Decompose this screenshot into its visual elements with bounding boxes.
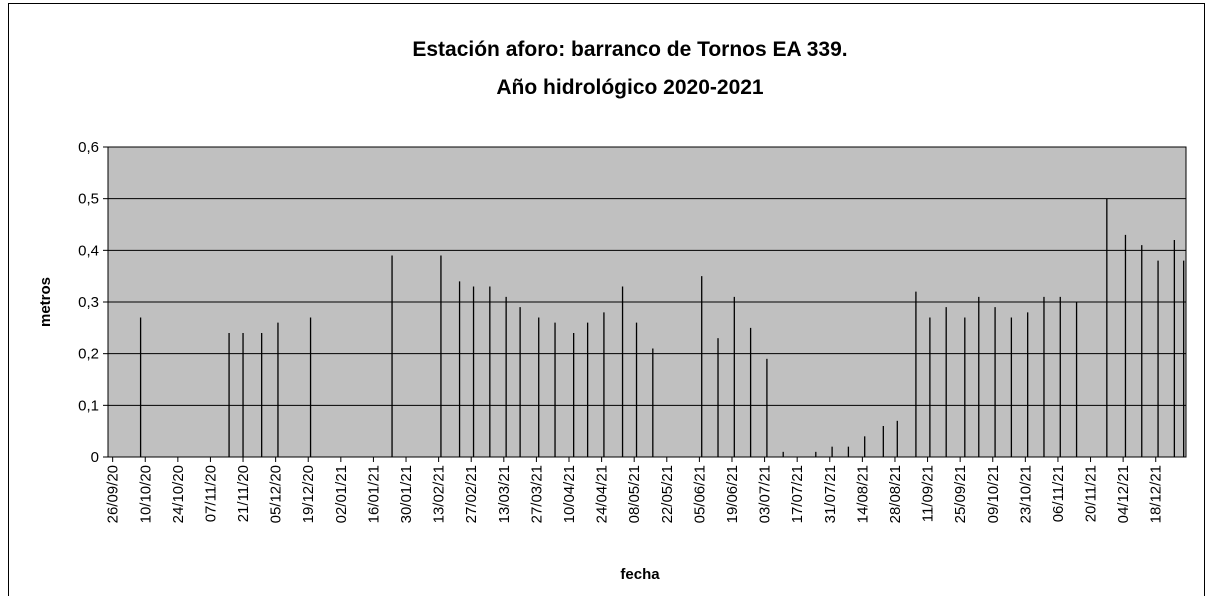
x-tick-label: 02/01/21	[333, 465, 350, 523]
x-tick-label: 07/11/20	[202, 465, 219, 522]
x-tick-label: 23/10/21	[1017, 465, 1034, 523]
y-tick-label: 0,1	[78, 397, 99, 414]
x-tick-label: 27/03/21	[528, 465, 545, 523]
chart-subtitle: Año hidrológico 2020-2021	[496, 76, 764, 99]
x-tick-label: 03/07/21	[757, 465, 774, 523]
x-tick-label: 16/01/21	[365, 465, 382, 523]
x-tick-label: 17/07/21	[789, 465, 806, 523]
x-tick-label: 24/10/20	[170, 465, 187, 523]
x-tick-label: 26/09/20	[105, 465, 122, 523]
x-tick-label: 27/02/21	[463, 465, 480, 523]
x-tick-label: 21/11/20	[235, 465, 252, 522]
y-tick-label: 0	[91, 449, 99, 466]
x-tick-label: 19/06/21	[724, 465, 741, 523]
x-tick-label: 09/10/21	[985, 465, 1002, 523]
y-tick-label: 0,3	[78, 294, 99, 311]
x-tick-label: 04/12/21	[1115, 465, 1132, 523]
x-tick-label: 31/07/21	[822, 465, 839, 523]
x-tick-label: 10/04/21	[561, 465, 578, 523]
y-tick-label: 0,4	[78, 242, 99, 259]
x-tick-label: 13/03/21	[496, 465, 513, 523]
y-tick-label: 0,6	[78, 139, 99, 156]
x-tick-label: 22/05/21	[659, 465, 676, 523]
x-tick-label: 19/12/20	[300, 465, 317, 523]
x-axis-label: fecha	[620, 566, 660, 583]
x-tick-label: 24/04/21	[594, 465, 611, 523]
chart-title: Estación aforo: barranco de Tornos EA 33…	[412, 38, 847, 61]
x-tick-label: 14/08/21	[854, 465, 871, 523]
x-tick-label: 05/06/21	[691, 465, 708, 523]
x-tick-label: 11/09/21	[920, 465, 937, 522]
x-tick-label: 10/10/20	[137, 465, 154, 523]
y-axis-label: metros	[37, 277, 54, 327]
x-tick-label: 06/11/21	[1050, 465, 1067, 522]
x-tick-label: 13/02/21	[431, 465, 448, 523]
x-tick-label: 30/01/21	[398, 465, 415, 523]
x-tick-label: 08/05/21	[626, 465, 643, 523]
x-tick-label: 05/12/20	[268, 465, 285, 523]
x-tick-label: 18/12/21	[1148, 465, 1165, 523]
x-tick-label: 28/08/21	[887, 465, 904, 523]
y-tick-label: 0,2	[78, 346, 99, 363]
y-tick-label: 0,5	[78, 191, 99, 208]
x-tick-label: 20/11/21	[1083, 465, 1100, 522]
x-tick-label: 25/09/21	[952, 465, 969, 523]
